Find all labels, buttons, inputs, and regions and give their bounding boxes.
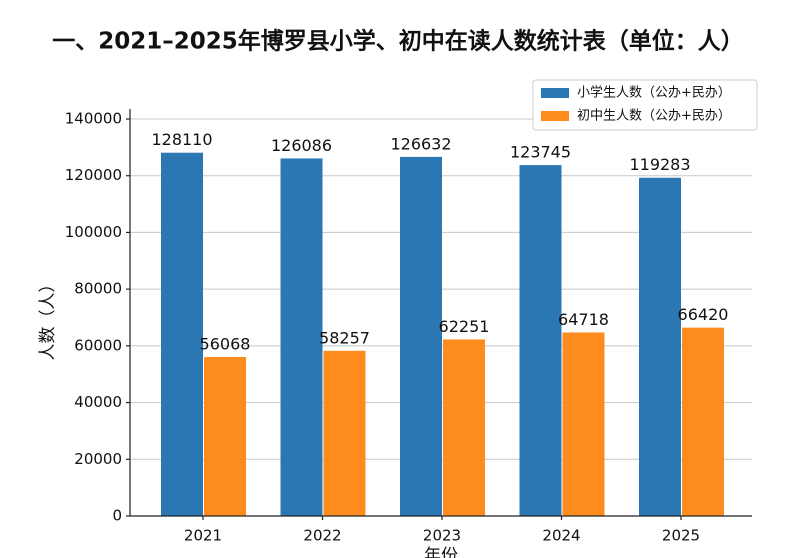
bar [161,152,203,516]
value-label: 64718 [558,310,609,329]
legend-swatch [541,111,569,121]
x-tick-label: 2021 [184,527,222,545]
value-label: 56068 [200,335,251,354]
bar [323,350,366,516]
x-tick-label: 2025 [662,527,700,545]
y-tick-label: 100000 [65,223,122,241]
value-label: 126086 [271,136,332,155]
legend-swatch [541,88,569,98]
y-tick-label: 60000 [74,336,122,354]
bar [639,177,681,516]
legend-label: 初中生人数（公办+民办） [577,109,731,124]
y-tick-label: 140000 [65,110,122,128]
legend-box [532,79,758,131]
bar [443,339,485,516]
y-tick-label: 20000 [74,450,122,468]
chart-title: 一、2021–2025年博罗县小学、初中在读人数统计表（单位：人） [52,28,744,55]
value-label: 128110 [151,130,212,149]
value-label: 62251 [439,317,490,336]
bar [519,165,562,516]
value-label: 123745 [510,143,571,162]
x-axis-label: 年份 [424,546,458,558]
x-tick-label: 2024 [542,527,580,545]
bar [204,357,246,516]
value-label: 66420 [678,305,729,324]
value-label: 119283 [629,155,690,174]
y-tick-label: 80000 [74,280,122,298]
bar [682,327,724,516]
value-label: 58257 [319,328,370,347]
y-tick-label: 120000 [65,166,122,184]
value-label: 126632 [390,134,451,153]
y-tick-label: 0 [112,507,122,525]
y-axis-label: 人数（人） [38,276,58,361]
bar [400,156,442,516]
bar [280,158,323,517]
bar [562,332,605,516]
x-tick-label: 2023 [423,527,461,545]
legend-label: 小学生人数（公办+民办） [577,85,731,101]
y-tick-label: 40000 [74,393,122,411]
x-tick-label: 2022 [303,527,341,545]
